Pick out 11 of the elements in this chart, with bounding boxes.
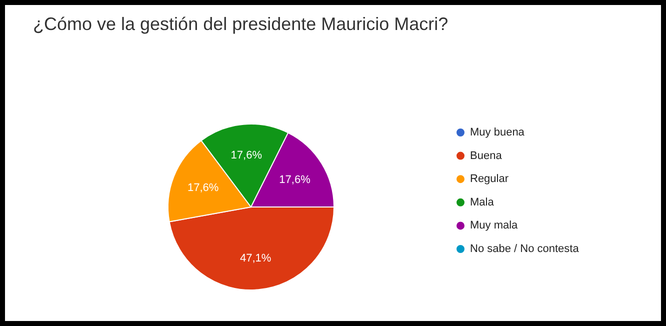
data-label: 47,1% xyxy=(240,252,272,264)
data-label: 17,6% xyxy=(188,182,219,194)
legend-label: Regular xyxy=(470,173,509,186)
data-label: 17,6% xyxy=(279,174,311,186)
legend-label: Mala xyxy=(470,196,495,208)
chart-title: ¿Cómo ve la gestión del presidente Mauricio Macri? xyxy=(33,14,448,34)
legend-label: Muy buena xyxy=(470,126,526,138)
data-label: 17,6% xyxy=(230,150,262,162)
legend-label: Buena xyxy=(470,150,503,162)
legend-label: No sabe / No contesta xyxy=(470,243,580,255)
legend-label: Muy mala xyxy=(470,220,519,232)
